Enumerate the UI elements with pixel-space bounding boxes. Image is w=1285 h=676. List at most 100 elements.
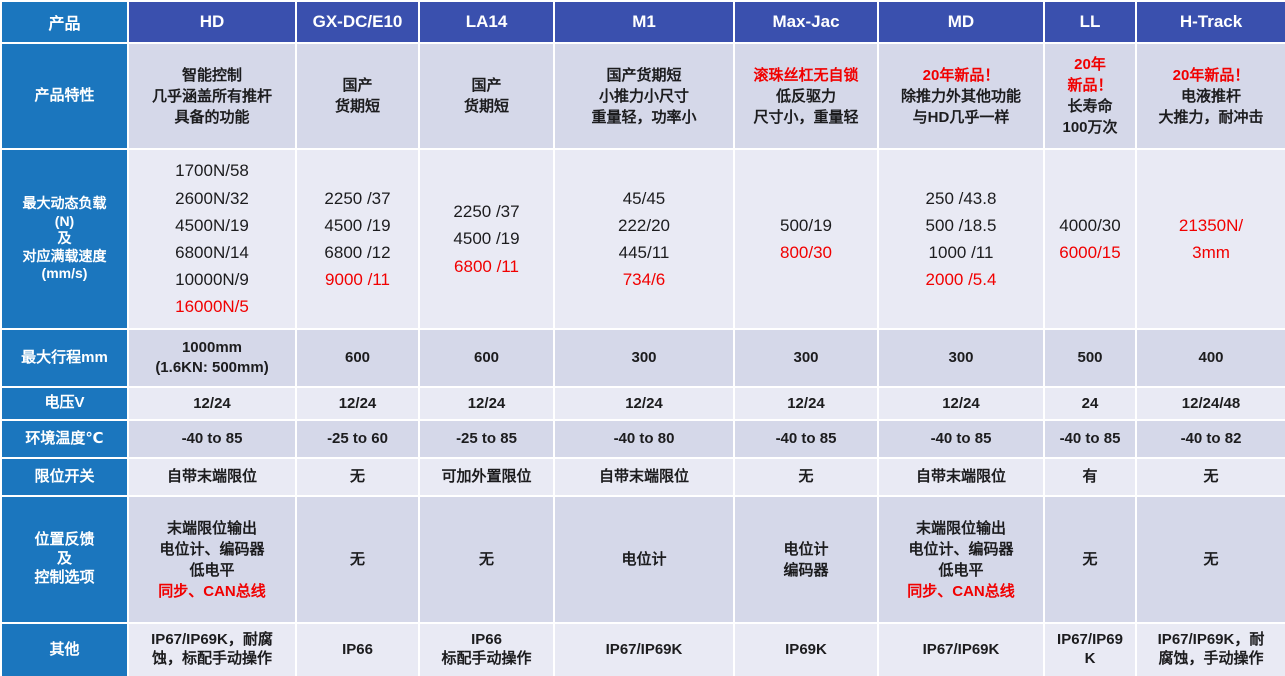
- product-column-header-hd: HD: [127, 0, 297, 44]
- cell-line: 无: [478, 551, 494, 568]
- cell-load-ll: 4000/30 6000/15: [1043, 148, 1137, 330]
- cell-line: 6800 /11: [454, 256, 519, 276]
- cell-line: 环境温度℃: [25, 429, 104, 447]
- cell-other-h-track: IP67/IP69K，耐 腐蚀，手动操作: [1135, 622, 1285, 676]
- cell-line: 自带末端限位: [915, 468, 1006, 486]
- cell-feedback-max-jac: 电位计 编码器: [733, 495, 879, 624]
- cell-line: 20年新品！: [1172, 66, 1250, 84]
- cell-voltage-max-jac: 12/24: [733, 386, 879, 421]
- cell-line: 12/24/48: [1181, 394, 1241, 412]
- cell-line: -40 to 85: [181, 430, 243, 448]
- cell-features-la14: 国产 货期短: [418, 42, 555, 150]
- cell-line: 有: [1082, 468, 1098, 486]
- cell-line: -40 to 85: [1059, 430, 1121, 448]
- cell-line: 无: [1082, 551, 1098, 568]
- table-row-limit-switch: 限位开关 自带末端限位 无 可加外置限位 自带末端限位 无 自带末端限位 有 无: [0, 457, 1285, 497]
- cell-line: 6800N/14: [175, 243, 249, 262]
- cell-features-gx: 国产 货期短: [295, 42, 420, 150]
- cell-line: IP67/IP69K: [605, 640, 683, 658]
- cell-line: -25 to 85: [456, 430, 517, 448]
- row-label-features: 产品特性: [0, 42, 129, 150]
- cell-other-max-jac: IP69K: [733, 622, 879, 676]
- cell-limit-h-track: 无: [1135, 457, 1285, 497]
- cell-line: 12/24: [467, 394, 506, 412]
- cell-line: 12/24: [787, 394, 825, 412]
- product-column-header-md: MD: [877, 0, 1045, 44]
- cell-line: 除推力外其他功能: [900, 87, 1021, 105]
- cell-line: 电位计、编码器: [908, 540, 1014, 558]
- cell-line: 自带末端限位: [166, 468, 257, 486]
- cell-line: 20年新品！: [922, 66, 1000, 84]
- cell-temp-max-jac: -40 to 85: [733, 419, 879, 459]
- cell-line: 对应满载速度: [22, 247, 107, 264]
- product-column-header-ll: LL: [1043, 0, 1137, 44]
- cell-voltage-md: 12/24: [877, 386, 1045, 421]
- cell-line: 同步、CAN总线: [907, 582, 1015, 600]
- cell-line: 货期短: [463, 98, 509, 115]
- cell-limit-ll: 有: [1043, 457, 1137, 497]
- cell-stroke-ll: 500: [1043, 328, 1137, 388]
- cell-stroke-md: 300: [877, 328, 1045, 388]
- cell-features-max-jac: 滚珠丝杠无自锁 低反驱力尺寸小，重量轻: [733, 42, 879, 150]
- cell-line: 电位计: [783, 540, 829, 558]
- cell-line: 编码器: [783, 561, 829, 579]
- cell-line: 2250 /37: [453, 202, 520, 222]
- cell-line: 低反驱力: [775, 87, 836, 105]
- cell-line: 尺寸小，重量轻: [753, 108, 859, 126]
- cell-features-hd: 智能控制几乎涵盖所有推杆 具备的功能: [127, 42, 297, 150]
- cell-line: 无: [349, 468, 365, 486]
- cell-line: 无: [1203, 551, 1219, 568]
- row-label-ambient-temperature: 环境温度℃: [0, 419, 129, 459]
- cell-other-gx: IP66: [295, 622, 420, 676]
- cell-feedback-m1: 电位计: [553, 495, 735, 624]
- cell-line: 12/24: [942, 394, 980, 412]
- cell-line: IP67/IP69K，耐腐: [151, 631, 273, 649]
- cell-line: 几乎涵盖所有推杆: [151, 87, 272, 105]
- cell-line: 其他: [49, 640, 80, 658]
- cell-line: 国产: [342, 77, 373, 94]
- cell-temp-md: -40 to 85: [877, 419, 1045, 459]
- cell-line: 大推力，耐冲击: [1158, 108, 1264, 126]
- cell-line: -40 to 82: [1180, 430, 1242, 448]
- cell-line: 10000N/9: [175, 270, 249, 290]
- cell-line: 同步、CAN总线: [158, 582, 266, 600]
- cell-features-m1: 国产货期短 小推力小尺寸 重量轻，功率小: [553, 42, 735, 150]
- cell-line: -40 to 80: [613, 430, 675, 448]
- cell-line: -40 to 85: [930, 430, 992, 448]
- cell-line: 6000/15: [1059, 243, 1121, 262]
- cell-other-hd: IP67/IP69K，耐腐 蚀，标配手动操作: [127, 622, 297, 676]
- cell-line: 具备的功能: [174, 108, 250, 126]
- product-column-header-h-track: H-Track: [1135, 0, 1285, 44]
- cell-line: 自带末端限位: [598, 468, 689, 486]
- cell-line: 2250 /37: [324, 188, 391, 208]
- cell-line: (1.6KN: 500mm): [155, 359, 269, 376]
- cell-load-max-jac: 500/19 800/30: [733, 148, 879, 330]
- cell-line: 长寿命: [1067, 98, 1113, 115]
- cell-line: (N): [54, 212, 75, 229]
- cell-line: 500/19: [780, 215, 832, 235]
- cell-line: 智能控制: [181, 66, 242, 84]
- cell-line: 24: [1081, 394, 1099, 412]
- header-row: 产品 HD GX-DC/E10 LA14 M1 Max-Jac MD LL H-…: [0, 0, 1285, 44]
- product-column-header-m1: M1: [553, 0, 735, 44]
- cell-line: 600: [344, 349, 371, 367]
- cell-line: 4500N/19: [175, 215, 249, 235]
- row-label-voltage: 电压V: [0, 386, 129, 421]
- cell-line: -25 to 60: [327, 430, 388, 448]
- table-row-ambient-temperature: 环境温度℃ -40 to 85 -25 to 60 -25 to 85 -40 …: [0, 419, 1285, 459]
- cell-line: 最大行程mm: [21, 348, 108, 366]
- cell-limit-hd: 自带末端限位: [127, 457, 297, 497]
- cell-limit-md: 自带末端限位: [877, 457, 1045, 497]
- cell-line: IP67/IP69K，耐: [1157, 631, 1265, 649]
- cell-line: 250 /43.8: [925, 188, 997, 208]
- product-column-header-la14: LA14: [418, 0, 555, 44]
- cell-line: 2000 /5.4: [925, 270, 997, 290]
- cell-line: 腐蚀，手动操作: [1158, 650, 1264, 667]
- cell-load-h-track: 21350N/3mm: [1135, 148, 1285, 330]
- cell-line: 国产货期短: [606, 66, 682, 84]
- cell-line: 末端限位输出: [166, 519, 257, 537]
- cell-line: 滚珠丝杠无自锁: [753, 66, 859, 84]
- cell-temp-ll: -40 to 85: [1043, 419, 1137, 459]
- cell-temp-la14: -25 to 85: [418, 419, 555, 459]
